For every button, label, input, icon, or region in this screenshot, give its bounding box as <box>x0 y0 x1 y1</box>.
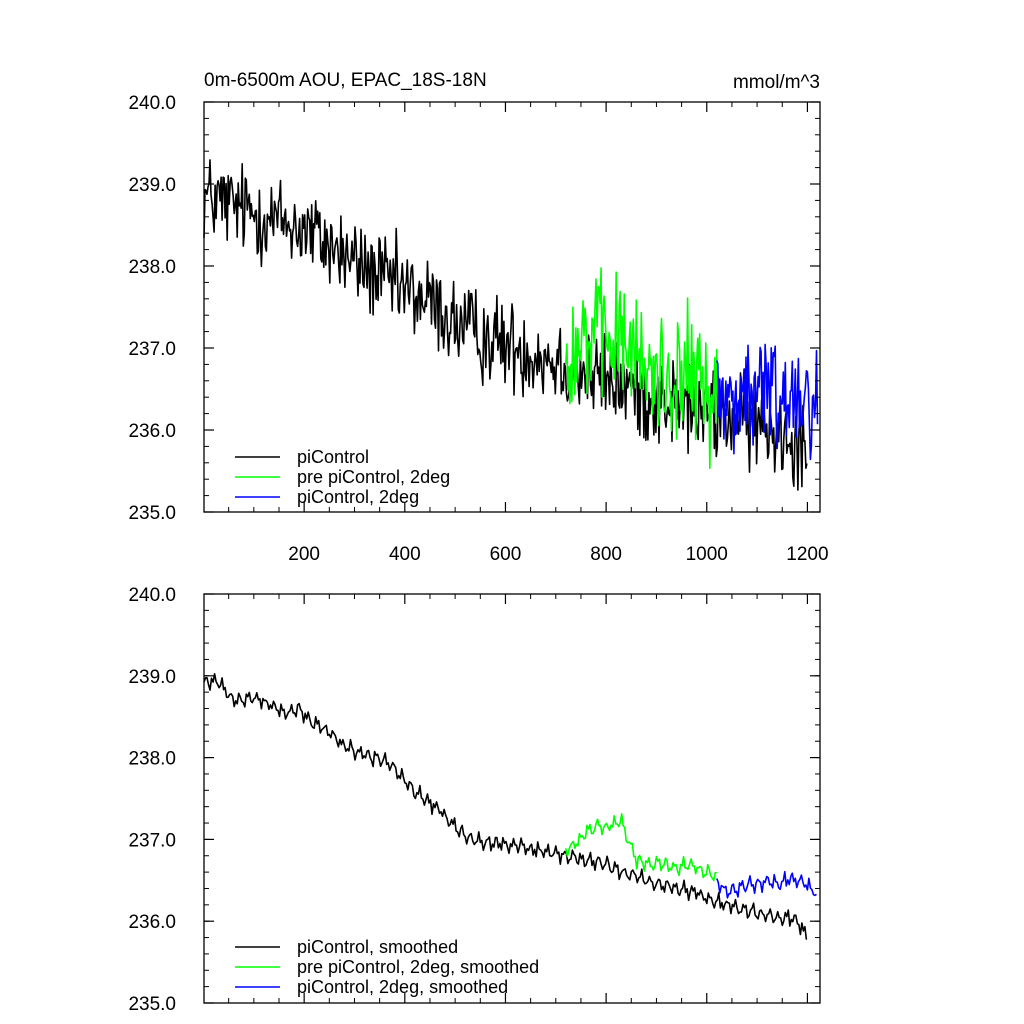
x-tick-label: 800 <box>590 544 622 565</box>
legend-label-0: piControl, smoothed <box>297 937 458 957</box>
legend-label-0: piControl <box>297 447 369 467</box>
series-line-1 <box>565 813 718 882</box>
legend-label-2: piControl, 2deg, smoothed <box>297 977 508 997</box>
y-tick-label: 235.0 <box>128 503 176 524</box>
y-tick-label: 239.0 <box>128 175 176 196</box>
y-tick-label: 240.0 <box>128 585 176 606</box>
x-tick-label: 400 <box>389 544 421 565</box>
y-tick-label: 239.0 <box>128 667 176 688</box>
panel-top-title: 0m-6500m AOU, EPAC_18S-18N <box>204 70 487 91</box>
series-line-2 <box>716 870 817 899</box>
x-tick-label: 1000 <box>686 544 728 565</box>
y-tick-label: 235.0 <box>128 994 176 1015</box>
y-tick-label: 238.0 <box>128 257 176 278</box>
x-tick-label: 200 <box>288 544 320 565</box>
x-tick-label: 1200 <box>786 544 828 565</box>
series-line-2 <box>716 343 819 461</box>
legend-label-1: pre piControl, 2deg <box>297 467 450 487</box>
y-tick-label: 236.0 <box>128 912 176 933</box>
series-line-0 <box>203 159 808 491</box>
panel-top-units: mmol/m^3 <box>733 72 820 93</box>
panel-bottom: 235.0 236.0 237.0 238.0 239.0 240.0 piControl,… <box>128 585 821 1015</box>
legend-label-2: piControl, 2deg <box>297 487 419 507</box>
series-line-0 <box>203 672 808 940</box>
y-tick-label: 237.0 <box>128 339 176 360</box>
plot-frame <box>203 593 821 1004</box>
y-tick-label: 240.0 <box>128 93 176 114</box>
panel-top: 0m-6500m AOU, EPAC_18S-18N mmol/m^3 235.… <box>128 70 828 565</box>
y-tick-label: 236.0 <box>128 421 176 442</box>
series-line-1 <box>565 267 718 470</box>
plot-frame <box>203 101 821 513</box>
legend-label-1: pre piControl, 2deg, smoothed <box>297 957 539 977</box>
y-tick-label: 238.0 <box>128 749 176 770</box>
y-tick-label: 237.0 <box>128 830 176 851</box>
x-tick-label: 600 <box>490 544 522 565</box>
